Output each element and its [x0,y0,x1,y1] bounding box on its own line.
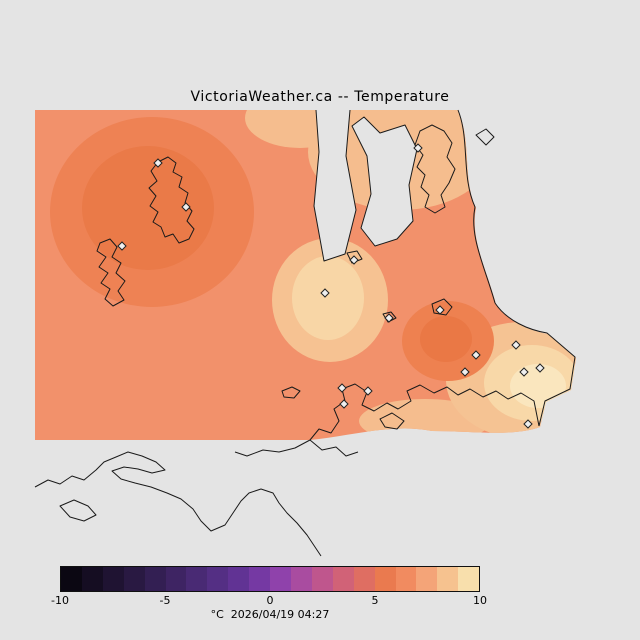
coastline [457,109,496,304]
colorbar-segment [437,567,459,591]
colorbar-segment [186,567,208,591]
coastline [475,128,495,146]
station-marker [337,383,347,393]
station-marker [181,202,191,212]
temperature-field [35,110,576,440]
colorbar-tick-label: -10 [51,594,69,607]
station-marker [535,363,545,373]
coastline [234,439,311,457]
coastline [96,238,126,307]
station-marker [460,367,470,377]
temperature-contour [82,146,214,270]
station-marker [511,340,521,350]
station-marker [471,350,481,360]
coastline [494,302,576,427]
coastline [309,383,540,441]
station-marker [153,158,163,168]
colorbar-segment [207,567,229,591]
coastline [34,451,322,557]
station-marker [523,419,533,429]
colorbar-segment [165,567,187,591]
colorbar-segment [395,567,417,591]
colorbar [60,566,480,592]
colorbar-segment [144,567,166,591]
colorbar-tick-label: 10 [473,594,487,607]
units-datetime-caption: °C 2026/04/19 04:27 [210,608,330,621]
water-area [352,117,417,246]
coastline [309,439,359,457]
station-marker [413,143,423,153]
coastline [414,124,456,214]
colorbar-segment [81,567,103,591]
station-marker [363,386,373,396]
map-title: VictoriaWeather.ca -- Temperature [190,89,450,105]
station-marker [117,241,127,251]
station-marker [349,255,359,265]
coastline [431,298,453,316]
water-area [314,110,356,261]
colorbar-segment [61,567,82,591]
coastline [351,116,418,247]
colorbar-segment [290,567,312,591]
coastline [379,412,405,430]
colorbar-tick-label: 0 [266,594,274,607]
station-marker [384,313,394,323]
temperature-contour [292,256,364,340]
colorbar-scale: -10 -5 0 5 10 [0,594,640,607]
colorbar-tick-label: -5 [159,594,171,607]
colorbar-segment [332,567,354,591]
colorbar-segment [353,567,375,591]
colorbar-segment [123,567,145,591]
station-marker [435,305,445,315]
temperature-contour [420,316,472,362]
colorbar-segment [270,567,291,591]
coastline [313,109,357,262]
coastline [59,499,97,522]
colorbar-segment [249,567,271,591]
colorbar-segment [228,567,250,591]
station-marker [519,367,529,377]
colorbar-segment [374,567,396,591]
colorbar-tick-label: 5 [371,594,379,607]
colorbar-segment [458,567,480,591]
station-marker [320,288,330,298]
colorbar-segment [102,567,124,591]
colorbar-segment [311,567,333,591]
colorbar-segment [416,567,438,591]
coastline [281,386,301,399]
station-marker [339,399,349,409]
coastline [148,156,195,244]
